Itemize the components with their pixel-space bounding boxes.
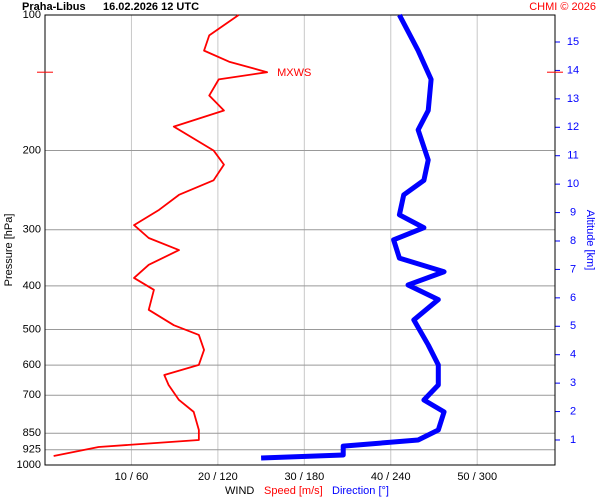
y2-tick-label: 13	[567, 93, 579, 105]
x-tick-label: 50 / 300	[457, 471, 497, 483]
y-tick-label: 300	[23, 224, 41, 236]
y-tick-label: 925	[23, 444, 41, 456]
y2-tick-label: 4	[570, 349, 576, 361]
x-axis-label-speed: Speed [m/s]	[264, 485, 323, 497]
y-tick-label: 1000	[17, 459, 41, 471]
x-tick-label: 10 / 60	[115, 471, 149, 483]
x-axis-label-direction: Direction [°]	[332, 485, 389, 497]
y2-axis-label: Altitude [km]	[584, 210, 596, 271]
y-tick-label: 100	[23, 9, 41, 21]
x-axis-label: WIND	[225, 485, 254, 497]
y2-tick-label: 5	[570, 320, 576, 332]
series-line	[261, 13, 447, 461]
chart-subtitle: 16.02.2026 12 UTC	[103, 1, 199, 13]
credit: CHMI © 2026	[529, 1, 596, 13]
y2-tick-label: 9	[570, 206, 576, 218]
annotation-label: MXWS	[277, 67, 311, 79]
y2-tick-label: 1	[570, 434, 576, 446]
y2-tick-label: 10	[567, 178, 579, 190]
x-tick-label: 40 / 240	[371, 471, 411, 483]
x-tick-label: 30 / 180	[284, 471, 324, 483]
y-tick-label: 200	[23, 144, 41, 156]
y-tick-label: 400	[23, 280, 41, 292]
y-tick-label: 500	[23, 323, 41, 335]
y2-tick-label: 3	[570, 377, 576, 389]
y2-tick-label: 14	[567, 64, 579, 76]
y2-tick-label: 2	[570, 405, 576, 417]
y-axis-label: Pressure [hPa]	[3, 214, 15, 287]
series-line	[53, 14, 269, 457]
plot-frame	[44, 14, 556, 466]
y2-tick-label: 6	[570, 292, 576, 304]
y-tick-label: 600	[23, 359, 41, 371]
x-tick-label: 20 / 120	[198, 471, 238, 483]
y2-tick-label: 11	[567, 150, 578, 162]
y2-tick-label: 7	[570, 263, 576, 275]
y-tick-label: 850	[23, 427, 41, 439]
y2-tick-label: 12	[567, 121, 579, 133]
y2-tick-label: 8	[570, 235, 576, 247]
y2-tick-label: 15	[567, 36, 579, 48]
y-tick-label: 700	[23, 389, 41, 401]
chart-title: Praha-Libus	[22, 1, 86, 13]
